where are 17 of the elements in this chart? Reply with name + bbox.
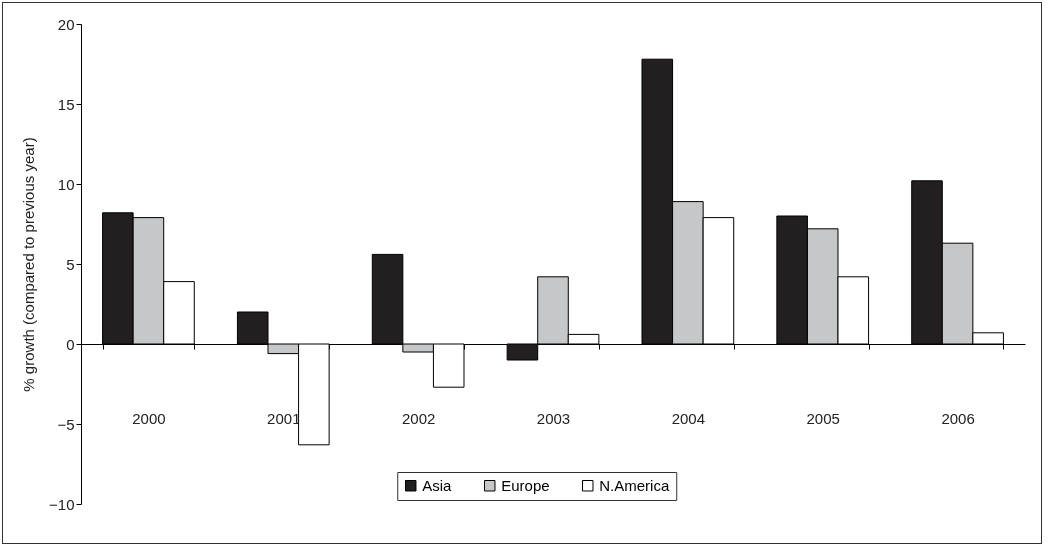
legend-label: N.America xyxy=(599,476,670,494)
y-tick-label: −5 xyxy=(57,415,75,433)
y-axis-title: % growth (compared to previous year) xyxy=(20,137,38,392)
y-tick-label: 15 xyxy=(57,95,75,113)
legend-label: Asia xyxy=(422,476,453,494)
x-tick-label: 2003 xyxy=(536,409,571,427)
y-tick-label: 10 xyxy=(57,175,75,193)
legend-label: Europe xyxy=(501,476,550,494)
y-tick-label: 20 xyxy=(57,15,75,33)
x-tick-label: 2005 xyxy=(806,409,840,427)
x-tick-label: 2000 xyxy=(132,409,166,427)
y-tick-label: 0 xyxy=(66,335,75,353)
y-tick-label: −10 xyxy=(49,495,75,513)
x-tick-label: 2004 xyxy=(671,409,706,427)
x-tick-label: 2002 xyxy=(401,409,436,427)
y-tick-label: 5 xyxy=(66,255,75,273)
x-tick-label: 2006 xyxy=(941,409,975,427)
